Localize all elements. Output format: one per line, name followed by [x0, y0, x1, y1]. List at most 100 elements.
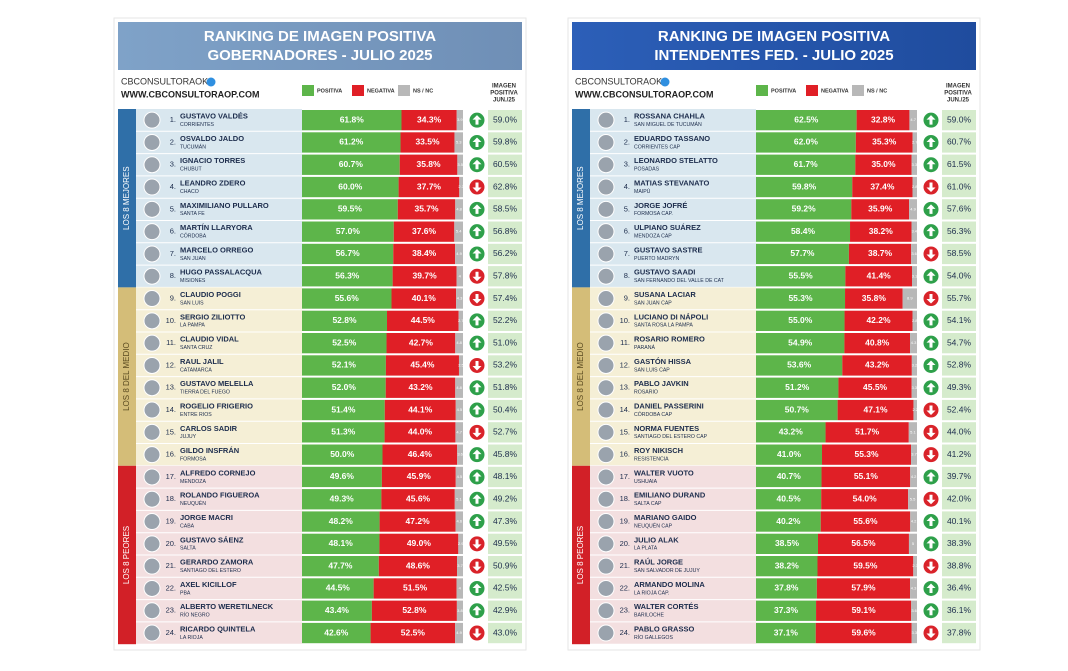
- negative-label: 35.9%: [868, 204, 893, 214]
- place: FORMOSA CAP.: [634, 211, 673, 217]
- place: SAN JUAN CAP: [634, 300, 672, 306]
- photo: [143, 535, 161, 553]
- place: TIERRA DEL FUEGO: [180, 390, 230, 396]
- legend-swatch: [302, 85, 314, 96]
- negative-bar: [385, 377, 456, 398]
- positive-bar: [756, 154, 856, 175]
- previous-value: 36.4%: [947, 583, 972, 593]
- positive-label: 60.7%: [339, 159, 364, 169]
- nsnc-label: 5.3: [456, 140, 462, 145]
- positive-bar: [302, 221, 394, 242]
- previous-cell: [942, 176, 976, 198]
- positive-label: 52.5%: [332, 337, 357, 347]
- positive-label: 41.0%: [777, 449, 802, 459]
- positive-label: 62.5%: [794, 114, 819, 124]
- rank: 10.: [620, 316, 630, 325]
- place: SANTA ROSA LA PAMPA: [634, 323, 693, 329]
- trend-arrow: [926, 360, 936, 370]
- rank: 8.: [624, 271, 630, 280]
- previous-value: 51.0%: [493, 337, 518, 347]
- nsnc-label: 3.1: [912, 273, 918, 278]
- negative-label: 52.5%: [401, 627, 426, 637]
- previous-value: 55.7%: [947, 293, 972, 303]
- rank: 13.: [620, 383, 630, 392]
- legend-swatch: [398, 85, 410, 96]
- nsnc-label: 4.3: [911, 340, 917, 345]
- negative-bar: [844, 333, 911, 354]
- rank: 11.: [166, 338, 176, 347]
- trend-arrow: [926, 494, 936, 505]
- nsnc-bar: [457, 154, 463, 175]
- negative-bar: [393, 243, 456, 265]
- legend-swatch: [352, 85, 364, 96]
- legend-label: NS / NC: [867, 88, 887, 94]
- trend-arrow: [472, 605, 482, 616]
- nsnc-label: 2.8: [912, 184, 918, 189]
- place: SALTA CAP: [634, 501, 662, 507]
- trend-arrow: [472, 338, 482, 348]
- previous-value: 52.8%: [947, 360, 972, 370]
- positive-label: 44.5%: [326, 583, 351, 593]
- previous-value: 56.3%: [947, 226, 972, 236]
- trend-arrow: [926, 249, 936, 259]
- nsnc-label: 2.5: [458, 363, 464, 368]
- column-header: IMAGEN: [946, 84, 970, 90]
- positive-bar: [302, 578, 374, 599]
- positive-bar: [302, 422, 385, 443]
- negative-label: 35.3%: [872, 137, 897, 147]
- rank: 15.: [620, 427, 630, 436]
- rank: 11.: [620, 338, 630, 347]
- photo: [143, 290, 161, 308]
- rank: 8.: [170, 271, 176, 280]
- nsnc-label: 2.3: [912, 563, 918, 568]
- rank: 24.: [166, 628, 176, 637]
- photo: [597, 624, 615, 642]
- positive-bar: [756, 622, 816, 644]
- previous-cell: [488, 600, 522, 621]
- nsnc-bar: [459, 176, 463, 198]
- negative-bar: [817, 556, 914, 577]
- trend-arrow: [472, 182, 482, 193]
- positive-bar: [302, 355, 386, 376]
- photo: [597, 200, 615, 218]
- negative-label: 44.1%: [408, 404, 433, 414]
- positive-label: 37.3%: [774, 605, 799, 615]
- column-header: IMAGEN: [492, 84, 516, 90]
- place: SAN FERNANDO DEL VALLE DE CAT: [634, 278, 725, 284]
- positive-label: 48.2%: [329, 516, 354, 526]
- name: GUSTAVO MELELLA: [180, 379, 254, 388]
- rank: 3.: [170, 160, 176, 169]
- legend-label: NEGATIVA: [821, 88, 849, 94]
- place: CÓRDOBA CAP: [634, 411, 673, 418]
- nsnc-label: 4.7: [456, 429, 462, 434]
- negative-label: 43.2%: [408, 382, 433, 392]
- trend-arrow: [472, 628, 482, 639]
- trend-arrow: [926, 471, 936, 482]
- group-band: [572, 465, 590, 645]
- previous-value: 61.5%: [947, 159, 972, 169]
- negative-label: 32.8%: [871, 114, 896, 124]
- rank: 14.: [620, 405, 630, 414]
- nsnc-label: 4.9: [910, 206, 916, 211]
- trend-arrow: [472, 449, 482, 460]
- positive-label: 55.6%: [335, 293, 360, 303]
- nsnc-bar: [456, 288, 463, 309]
- previous-value: 53.2%: [493, 360, 518, 370]
- rank: 5.: [624, 204, 630, 213]
- nsnc-bar: [913, 399, 917, 421]
- nsnc-label: 3.7: [457, 563, 463, 568]
- positive-label: 58.4%: [791, 226, 816, 236]
- rank: 16.: [166, 450, 176, 459]
- trend-arrow: [472, 204, 482, 214]
- nsnc-bar: [908, 422, 917, 443]
- previous-cell: [488, 511, 522, 532]
- panel: RANKING DE IMAGEN POSITIVA GOBERNADORES -…: [113, 17, 527, 651]
- nsnc-label: 5.1: [456, 496, 462, 501]
- url: WWW.CBCONSULTORAOP.COM: [575, 89, 714, 99]
- name: EMILIANO DURAND: [634, 491, 706, 500]
- place: LA PAMPA: [180, 323, 205, 329]
- name: ROLANDO FIGUEROA: [180, 491, 260, 500]
- nsnc-label: 5.5: [910, 496, 916, 501]
- legend-swatch: [756, 85, 768, 96]
- nsnc-bar: [911, 221, 917, 242]
